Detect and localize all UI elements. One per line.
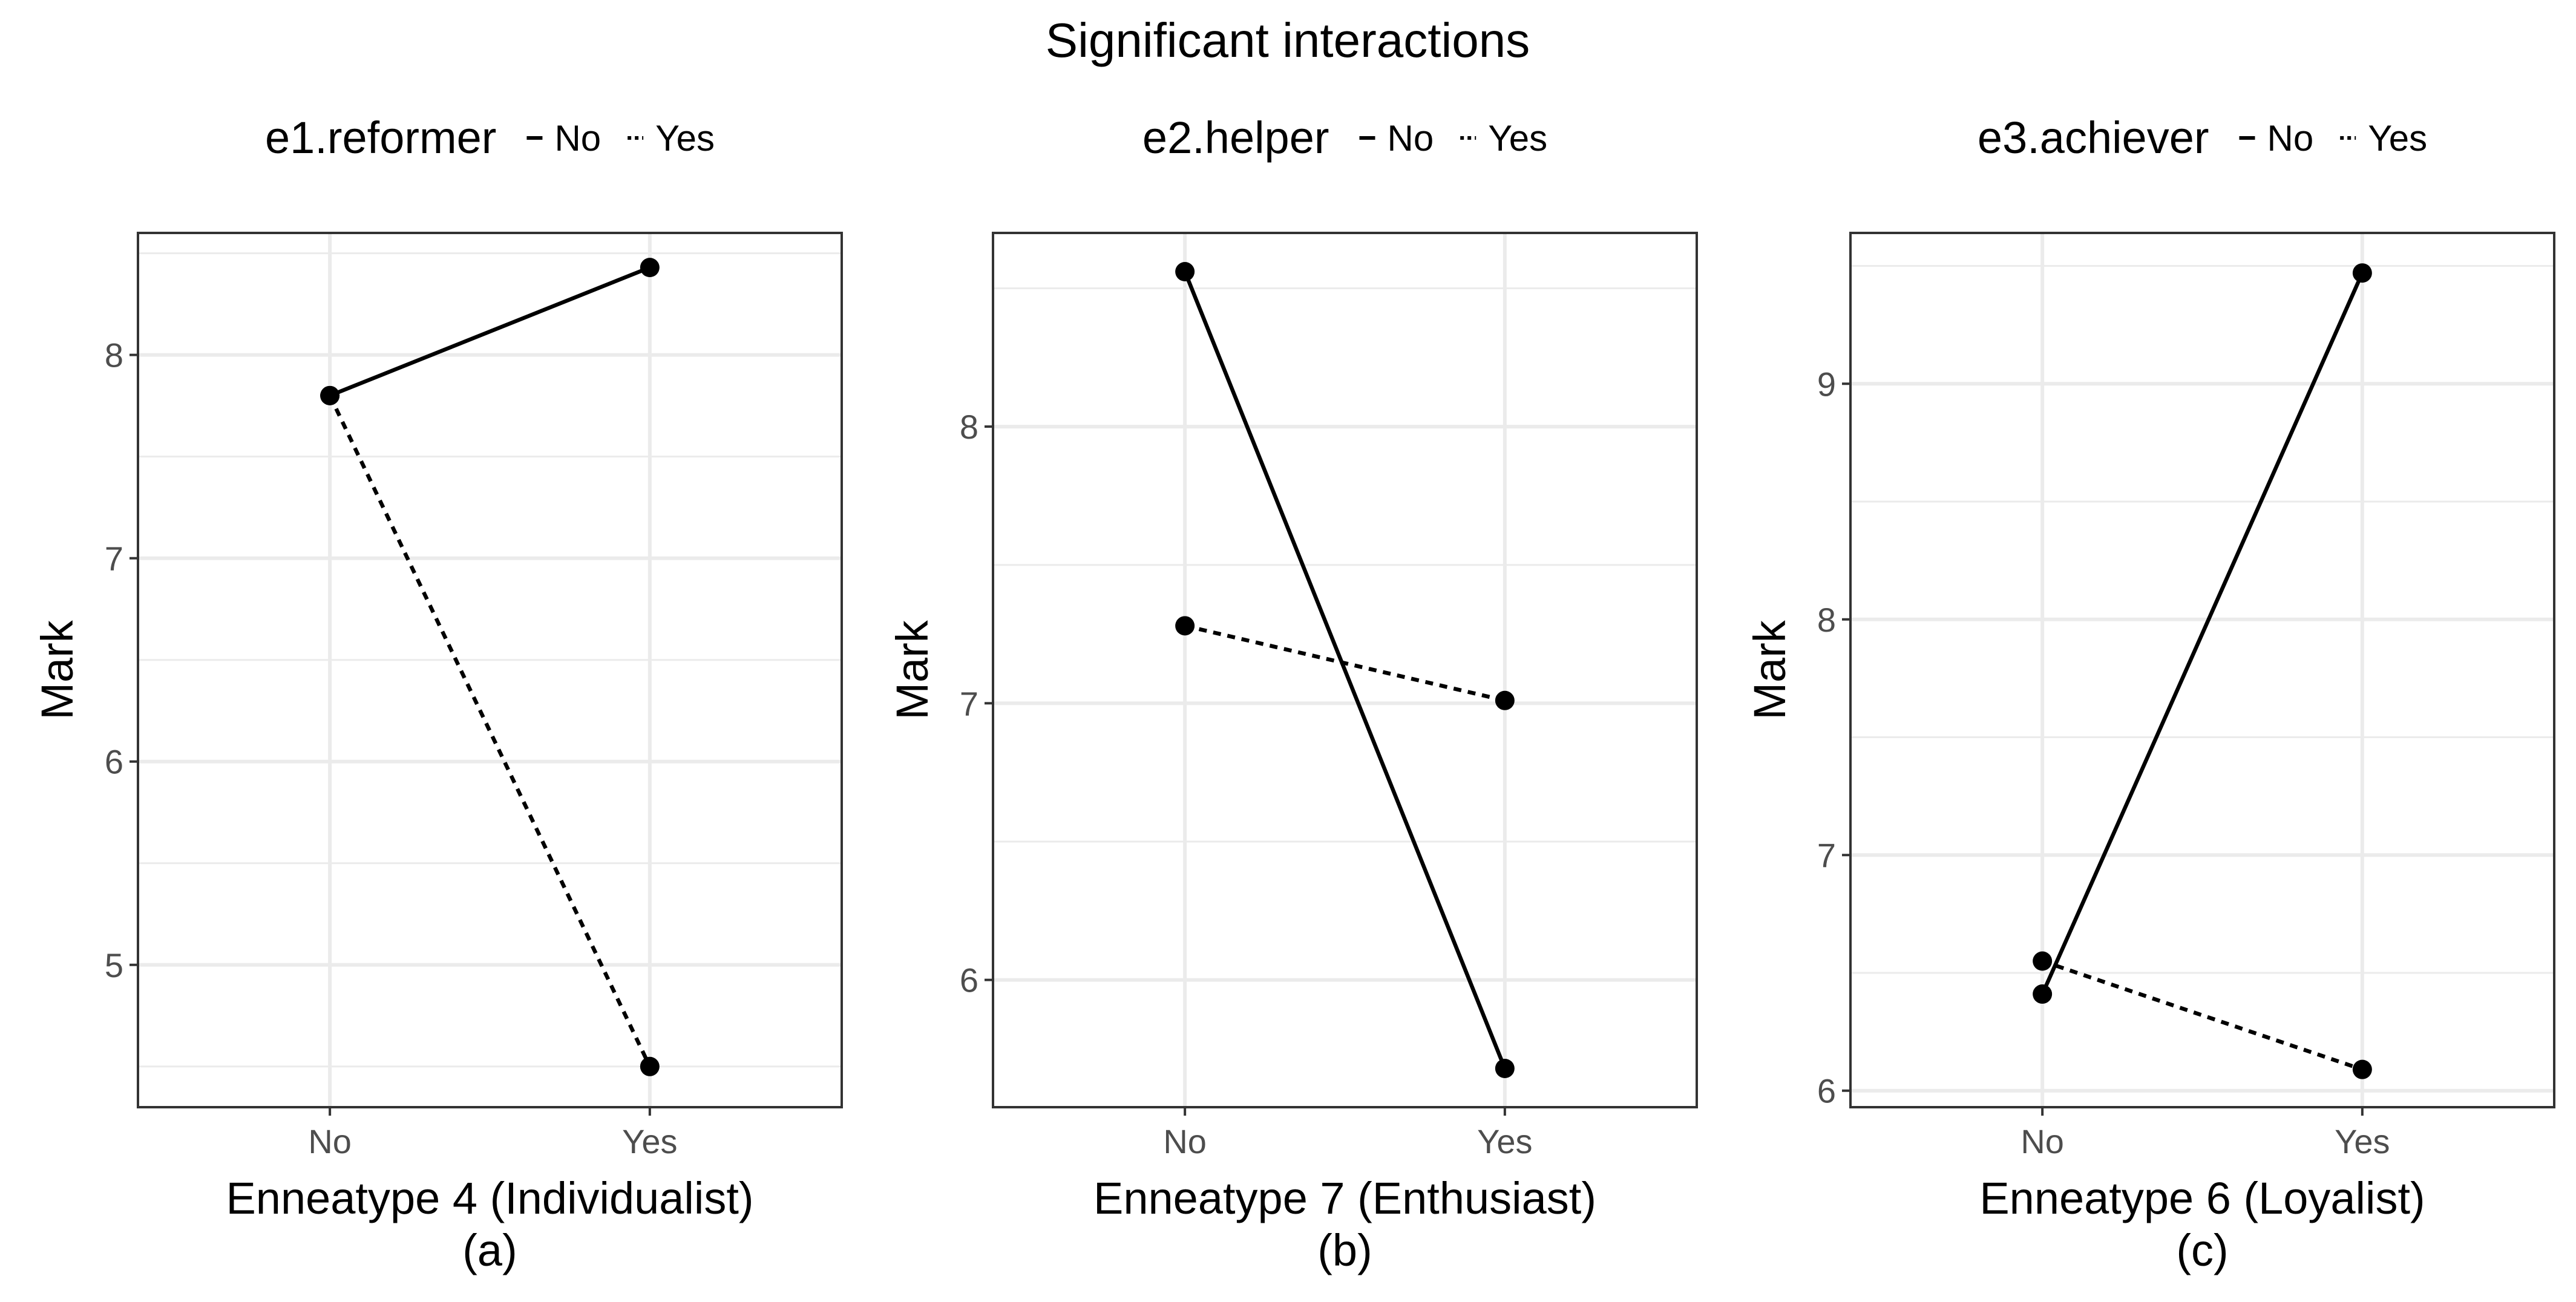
legend-label-yes: Yes: [1488, 118, 1547, 159]
data-point-yes-no: [320, 385, 340, 405]
y-tick-label: 7: [105, 540, 123, 578]
x-tick-label: No: [1163, 1122, 1207, 1160]
panel-caption: (b): [1317, 1225, 1372, 1275]
data-point-yes-no: [1175, 616, 1195, 636]
series-line-yes: [328, 394, 652, 1068]
panel-3: 6 7 8 9 No Yes Enneatype 6 (Loyalist)(c) Mark e3…: [1745, 113, 2555, 1275]
legend-title: e3.achiever: [1978, 113, 2209, 163]
panel-caption: (c): [2176, 1225, 2228, 1275]
panel-border: [1849, 232, 2555, 1108]
series-line-no: [329, 266, 651, 397]
x-tick-label: Yes: [2335, 1122, 2390, 1160]
data-point-yes-no: [2033, 951, 2053, 971]
chart-title: Significant interactions: [1046, 13, 1530, 67]
y-axis-label: Mark: [32, 620, 82, 719]
y-tick-label: 9: [1817, 365, 1836, 403]
legend-label-yes: Yes: [655, 118, 715, 159]
legend-label-yes: Yes: [2368, 118, 2427, 159]
panel-1: 5 6 7 8 No Yes Enneatype 4 (Individualist)(a) M…: [32, 113, 843, 1275]
legend-label-no: No: [554, 118, 601, 159]
y-tick-label: 8: [105, 336, 123, 375]
panel-border: [137, 232, 843, 1108]
x-axis-label: Enneatype 7 (Enthusiast): [1093, 1173, 1596, 1223]
series-line-yes: [2042, 959, 2363, 1071]
x-tick-label: No: [308, 1122, 352, 1160]
data-point-yes-yes: [1495, 690, 1515, 710]
legend-title: e2.helper: [1142, 113, 1329, 163]
x-tick-label: No: [2020, 1122, 2064, 1160]
y-tick-label: 6: [105, 743, 123, 781]
y-tick-label: 8: [1817, 601, 1836, 639]
legend: e2.helper No Yes: [1142, 113, 1547, 163]
legend: e3.achiever No Yes: [1978, 113, 2427, 163]
data-point-yes-yes: [2352, 1059, 2372, 1079]
y-axis-label: Mark: [887, 620, 937, 719]
series-line-yes: [1184, 624, 1506, 702]
data-point-no-yes: [1495, 1058, 1515, 1078]
panel-border: [992, 232, 1698, 1108]
y-tick-label: 5: [105, 946, 123, 984]
y-tick-label: 7: [960, 684, 978, 722]
panel-2: 6 7 8 No Yes Enneatype 7 (Enthusiast)(b) Mark e…: [887, 113, 1698, 1275]
x-tick-label: Yes: [622, 1122, 677, 1160]
panel-caption: (a): [462, 1225, 517, 1275]
data-point-no-no: [1175, 262, 1195, 282]
legend-label-no: No: [1387, 118, 1434, 159]
legend-label-no: No: [2267, 118, 2313, 159]
data-point-yes-yes: [640, 1056, 660, 1076]
legend: e1.reformer No Yes: [265, 113, 715, 163]
data-point-no-yes: [2352, 263, 2372, 283]
y-tick-label: 7: [1817, 836, 1836, 874]
y-tick-label: 6: [1817, 1072, 1836, 1110]
data-point-no-no: [2033, 984, 2053, 1004]
y-axis-label: Mark: [1745, 620, 1795, 719]
x-tick-label: Yes: [1477, 1122, 1532, 1160]
data-point-no-yes: [640, 258, 660, 278]
x-axis-label: Enneatype 4 (Individualist): [226, 1173, 753, 1223]
y-tick-label: 8: [960, 408, 978, 446]
x-axis-label: Enneatype 6 (Loyalist): [1979, 1173, 2425, 1223]
legend-title: e1.reformer: [265, 113, 496, 163]
series-line-no: [2040, 272, 2364, 995]
y-tick-label: 6: [960, 961, 978, 999]
series-line-no: [1183, 270, 1507, 1070]
